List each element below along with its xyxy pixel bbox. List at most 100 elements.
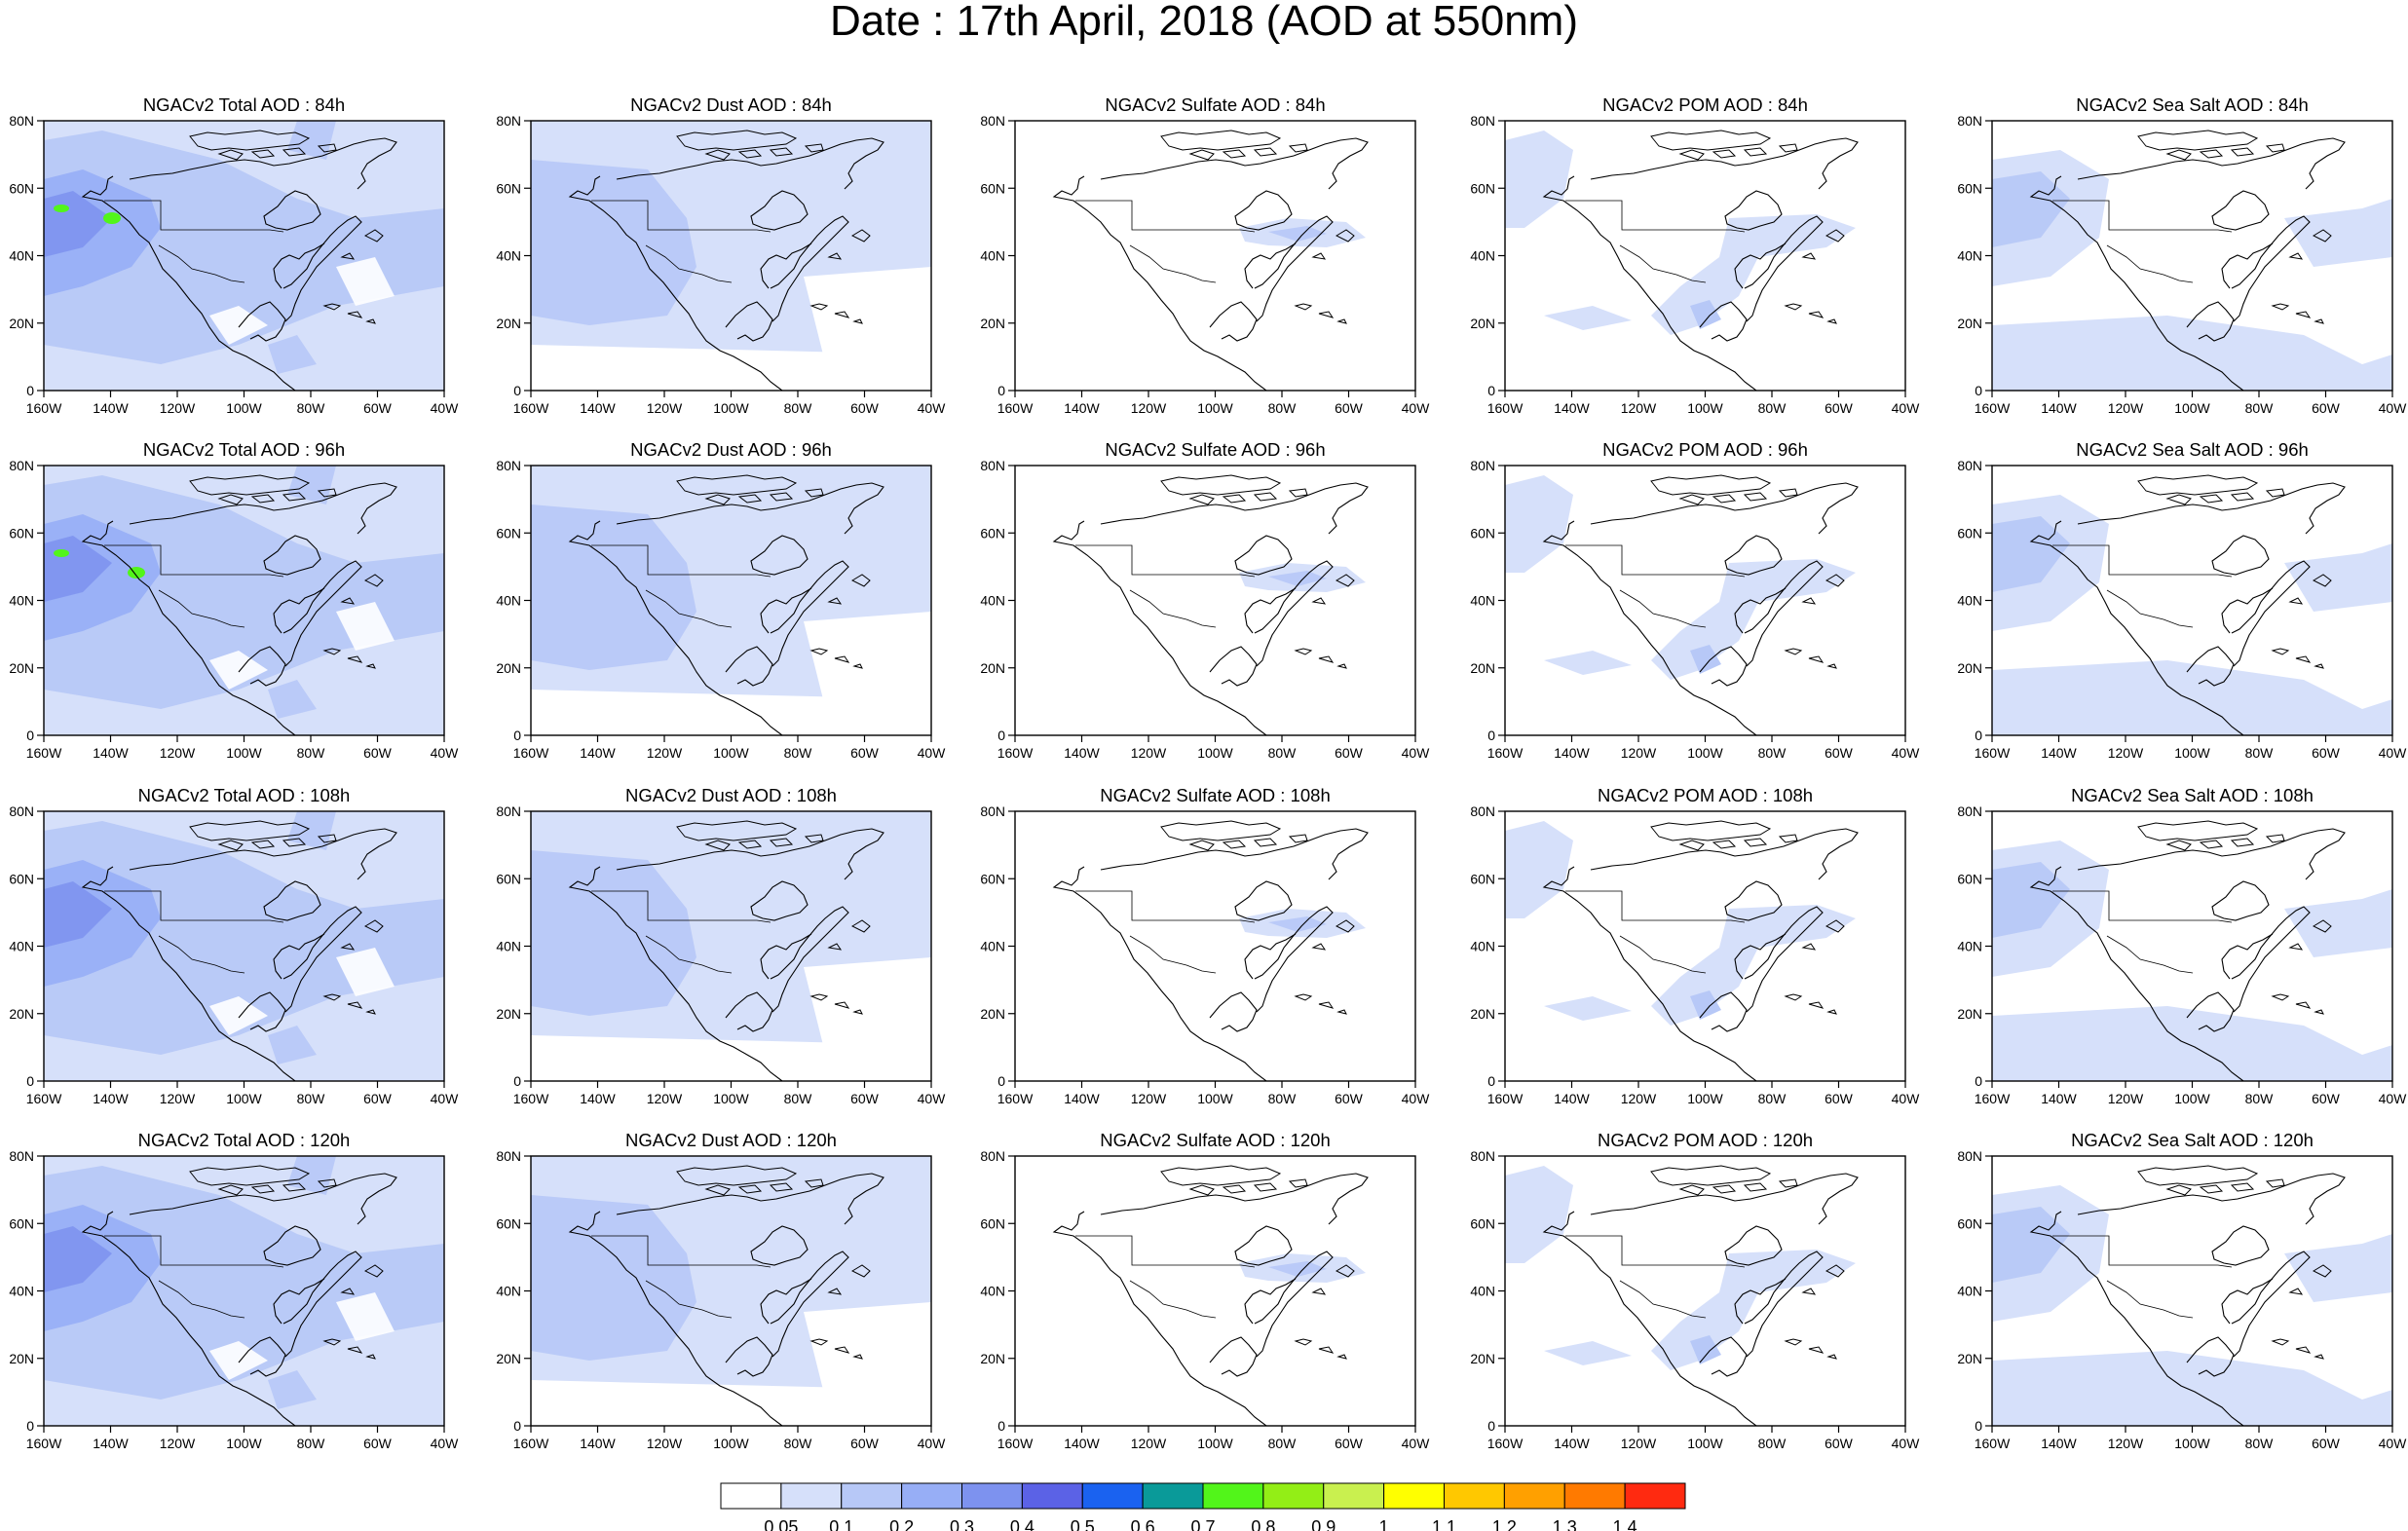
lat-tick-label: 0: [513, 383, 521, 398]
lon-tick-label: 60W: [1335, 1091, 1364, 1106]
lon-tick-label: 40W: [431, 1436, 460, 1451]
panel-title: NGACv2 Total AOD : 96h: [143, 439, 345, 460]
lon-tick-label: 80W: [784, 1091, 813, 1106]
lat-tick-label: 80N: [1957, 1148, 1982, 1164]
lon-tick-label: 60W: [850, 1436, 880, 1451]
lon-tick-label: 40W: [1402, 400, 1431, 416]
lat-tick-label: 60N: [9, 525, 34, 541]
map-panel-total-120h: NGACv2 Total AOD : 120h 160W 140W 120W 100W 8…: [9, 1130, 459, 1451]
lon-tick-label: 60W: [1825, 745, 1854, 761]
aod-region: [804, 957, 931, 1045]
lat-tick-label: 60N: [9, 180, 34, 196]
lon-tick-label: 80W: [2245, 400, 2275, 416]
lat-tick-label: 40N: [980, 593, 1005, 609]
lon-tick-label: 160W: [997, 1091, 1034, 1106]
aod-region: [268, 1156, 336, 1409]
aod-region: [1015, 121, 1415, 391]
panel-title: NGACv2 Sea Salt AOD : 84h: [2076, 94, 2309, 115]
lon-tick-label: 140W: [93, 400, 129, 416]
aod-region: [209, 602, 395, 690]
map-panel-sulfate-84h: NGACv2 Sulfate AOD : 84h 160W 140W 120W 100W…: [980, 94, 1430, 416]
aod-region: [531, 1035, 931, 1081]
aod-region: [1544, 651, 1632, 675]
lon-tick-label: 140W: [1554, 745, 1590, 761]
lat-tick-label: 20N: [980, 316, 1005, 331]
lat-tick-label: 80N: [496, 458, 521, 473]
lat-tick-label: 0: [1975, 383, 1982, 398]
lon-tick-label: 160W: [513, 1436, 549, 1451]
lon-tick-label: 40W: [1402, 1436, 1431, 1451]
lat-tick-label: 40N: [496, 593, 521, 609]
lon-tick-label: 40W: [1892, 745, 1921, 761]
colorbar-label: 0.2: [889, 1517, 914, 1531]
lon-tick-label: 160W: [1487, 1436, 1524, 1451]
lat-tick-label: 40N: [1957, 248, 1982, 264]
lon-tick-label: 120W: [2108, 745, 2144, 761]
colorbar-swatch: [1202, 1482, 1264, 1510]
panel-title: NGACv2 Sulfate AOD : 108h: [1100, 785, 1331, 805]
map-panel-seasalt-96h: NGACv2 Sea Salt AOD : 96h 160W 140W 120W 100…: [1957, 439, 2407, 761]
lon-tick-label: 100W: [1197, 1436, 1233, 1451]
aod-region: [44, 821, 444, 1055]
aod-region: [1544, 306, 1632, 330]
lat-tick-label: 80N: [1470, 1148, 1495, 1164]
lon-tick-label: 60W: [1825, 1436, 1854, 1451]
aod-region: [44, 475, 444, 709]
lon-tick-label: 100W: [226, 1436, 262, 1451]
lat-tick-label: 80N: [980, 113, 1005, 129]
colorbar-label: 1: [1379, 1517, 1389, 1531]
aod-region: [1015, 466, 1415, 735]
aod-region: [44, 1166, 444, 1400]
aod-region: [1544, 996, 1632, 1021]
aod-peak: [103, 212, 121, 224]
lat-tick-label: 80N: [1470, 458, 1495, 473]
lat-tick-label: 60N: [980, 871, 1005, 886]
colorbar-label: 0.3: [950, 1517, 974, 1531]
lon-tick-label: 160W: [26, 745, 62, 761]
lat-tick-label: 40N: [1470, 593, 1495, 609]
aod-peak: [54, 549, 69, 557]
aod-region: [1268, 571, 1327, 586]
lon-tick-label: 160W: [513, 1091, 549, 1106]
aod-region: [1505, 475, 1573, 573]
lon-tick-label: 140W: [580, 1091, 616, 1106]
lat-tick-label: 60N: [9, 1215, 34, 1231]
lon-tick-label: 100W: [2174, 1436, 2210, 1451]
aod-region: [1992, 1351, 2392, 1426]
colorbar-label: 0.4: [1010, 1517, 1035, 1531]
lat-tick-label: 80N: [9, 803, 34, 819]
lon-tick-label: 100W: [2174, 400, 2210, 416]
lat-tick-label: 40N: [1957, 939, 1982, 954]
lon-tick-label: 60W: [363, 745, 393, 761]
aod-region: [2284, 543, 2392, 612]
lon-tick-label: 80W: [2245, 745, 2275, 761]
map-panel-dust-120h: NGACv2 Dust AOD : 120h 160W 140W 120W 100W 80…: [496, 1130, 946, 1451]
panel-title: NGACv2 Dust AOD : 84h: [630, 94, 832, 115]
map-panel-seasalt-120h: NGACv2 Sea Salt AOD : 120h 160W 140W 120W 10…: [1957, 1130, 2407, 1451]
lat-tick-label: 20N: [1957, 316, 1982, 331]
aod-shading: [1505, 811, 1905, 1081]
lat-tick-label: 60N: [980, 1215, 1005, 1231]
colorbar-label: 0.1: [829, 1517, 853, 1531]
colorbar-swatch: [1444, 1482, 1505, 1510]
lon-tick-label: 100W: [713, 1091, 749, 1106]
lon-tick-label: 40W: [918, 745, 947, 761]
lat-tick-label: 20N: [9, 1351, 34, 1366]
lon-tick-label: 120W: [2108, 400, 2144, 416]
lon-tick-label: 120W: [1131, 1091, 1167, 1106]
lon-tick-label: 60W: [2312, 400, 2341, 416]
lon-tick-label: 40W: [2379, 1436, 2408, 1451]
lat-tick-label: 40N: [1470, 248, 1495, 264]
map-panel-sulfate-108h: NGACv2 Sulfate AOD : 108h 160W 140W 120W 100…: [980, 785, 1430, 1106]
lon-tick-label: 120W: [1131, 400, 1167, 416]
lon-tick-label: 100W: [713, 745, 749, 761]
map-panel-pom-96h: NGACv2 POM AOD : 96h 160W 140W 120W 100W 80W 6…: [1470, 439, 1920, 761]
colorbar-label: 0.05: [764, 1517, 798, 1531]
colorbar-swatch: [1021, 1482, 1083, 1510]
map-panel-pom-84h: NGACv2 POM AOD : 84h 160W 140W 120W 100W 80W 6…: [1470, 94, 1920, 416]
lat-tick-label: 0: [26, 383, 34, 398]
panel-title: NGACv2 POM AOD : 84h: [1602, 94, 1808, 115]
lon-tick-label: 60W: [1335, 1436, 1364, 1451]
lat-tick-label: 0: [997, 1073, 1005, 1089]
lon-tick-label: 120W: [160, 1436, 196, 1451]
